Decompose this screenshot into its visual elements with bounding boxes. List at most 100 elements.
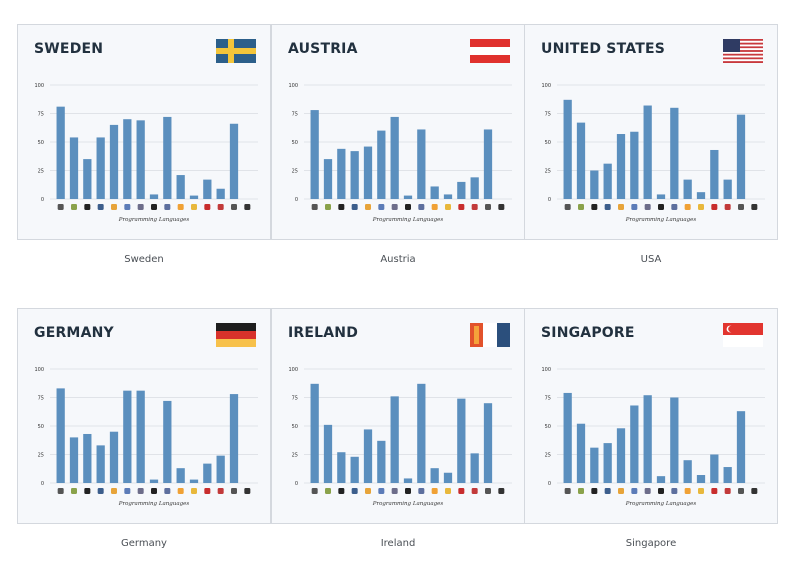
unity-icon	[244, 204, 251, 210]
bar	[576, 122, 586, 199]
flag-stripe	[470, 47, 510, 55]
y-tick-label: 0	[41, 481, 44, 487]
x-axis-label: Programming Languages	[372, 217, 444, 223]
perl-icon	[231, 488, 237, 494]
c-icon	[97, 488, 104, 494]
bar	[216, 188, 225, 199]
chart-title: GERMANY	[34, 325, 114, 341]
bar	[630, 405, 639, 483]
bar	[216, 455, 225, 483]
perl-icon	[231, 204, 237, 210]
flag-stripe	[723, 40, 763, 43]
bar	[643, 395, 652, 483]
flag-stripe	[723, 50, 763, 52]
r-icon	[177, 204, 184, 210]
c-icon	[604, 488, 611, 494]
y-tick-label: 75	[38, 395, 44, 401]
bar	[403, 478, 413, 483]
csharp-icon	[644, 204, 651, 210]
perl-icon	[738, 488, 744, 494]
bar	[403, 195, 413, 199]
y-tick-label: 75	[292, 111, 298, 117]
y-tick-label: 75	[38, 111, 44, 117]
bar	[149, 479, 159, 483]
chart-card: UNITED STATES 0 25 50 75 100 Programming Langu…	[524, 24, 778, 240]
bar	[590, 170, 599, 199]
flag-stripe	[497, 323, 510, 347]
java-icon	[311, 204, 318, 210]
bar	[603, 443, 612, 483]
cpp-icon	[631, 204, 638, 210]
objc-icon	[405, 204, 411, 210]
y-tick-label: 25	[38, 168, 44, 174]
swift-icon	[338, 204, 345, 210]
ruby-on-rails-icon	[471, 488, 478, 494]
flag-stripe	[723, 53, 763, 56]
ruby-icon	[711, 204, 718, 210]
bar	[377, 440, 386, 483]
bar	[470, 177, 479, 199]
c-icon	[604, 204, 611, 210]
python-icon	[191, 488, 197, 494]
chart-card: SINGAPORE 0 25 50 75 100 Programming Languages	[524, 308, 778, 524]
ruby-icon	[204, 488, 211, 494]
java-icon	[311, 488, 318, 494]
bar	[56, 106, 65, 199]
javascript-icon	[111, 204, 117, 210]
ruby-on-rails-icon	[217, 488, 224, 494]
bar	[710, 454, 719, 483]
ruby-icon	[204, 204, 211, 210]
objc-icon	[405, 488, 411, 494]
bar	[163, 400, 172, 483]
perl-icon	[485, 204, 491, 210]
y-tick-label: 25	[38, 452, 44, 458]
c-icon	[97, 204, 104, 210]
cpp-icon	[124, 488, 131, 494]
y-tick-label: 50	[292, 424, 298, 430]
flag-stripe	[723, 59, 763, 62]
ruby-on-rails-icon	[217, 204, 224, 210]
chart-caption: Sweden	[124, 254, 164, 265]
flag-stripe	[723, 46, 763, 49]
bar	[69, 137, 79, 199]
csharp-icon	[137, 488, 144, 494]
objc-icon	[658, 488, 664, 494]
python-icon	[698, 204, 704, 210]
bar	[323, 424, 333, 483]
bar	[443, 194, 453, 199]
chart-caption: Singapore	[625, 538, 677, 549]
bar	[603, 163, 612, 199]
perl-icon	[485, 488, 491, 494]
javascript-icon	[365, 488, 371, 494]
r-icon	[177, 488, 184, 494]
bar	[736, 411, 746, 483]
bar	[163, 116, 172, 199]
android-icon	[325, 488, 331, 494]
android-icon	[71, 488, 77, 494]
flag-stripe	[723, 51, 763, 54]
bar	[229, 394, 239, 483]
python-icon	[698, 488, 704, 494]
y-tick-label: 0	[548, 197, 551, 203]
csharp-icon	[644, 488, 651, 494]
php-icon	[418, 204, 425, 210]
swift-icon	[338, 488, 345, 494]
chart-title: SWEDEN	[34, 41, 104, 57]
bar-chart: 0 25 50 75 100 Programming Languages	[288, 367, 512, 507]
bar	[736, 114, 746, 199]
bar	[83, 159, 92, 199]
flag-stripe	[723, 61, 763, 63]
y-tick-label: 0	[295, 481, 298, 487]
java-icon	[57, 488, 64, 494]
bar	[377, 130, 386, 199]
flag-cross-horizontal	[216, 48, 256, 54]
csharp-icon	[391, 488, 398, 494]
flag-stripe	[723, 57, 763, 60]
chart-title: IRELAND	[288, 325, 359, 341]
x-axis-label: Programming Languages	[118, 501, 190, 507]
bar	[136, 390, 145, 483]
unity-icon	[751, 488, 758, 494]
y-tick-label: 0	[295, 197, 298, 203]
bar	[670, 107, 679, 199]
flag-crescent-cut	[728, 325, 735, 333]
